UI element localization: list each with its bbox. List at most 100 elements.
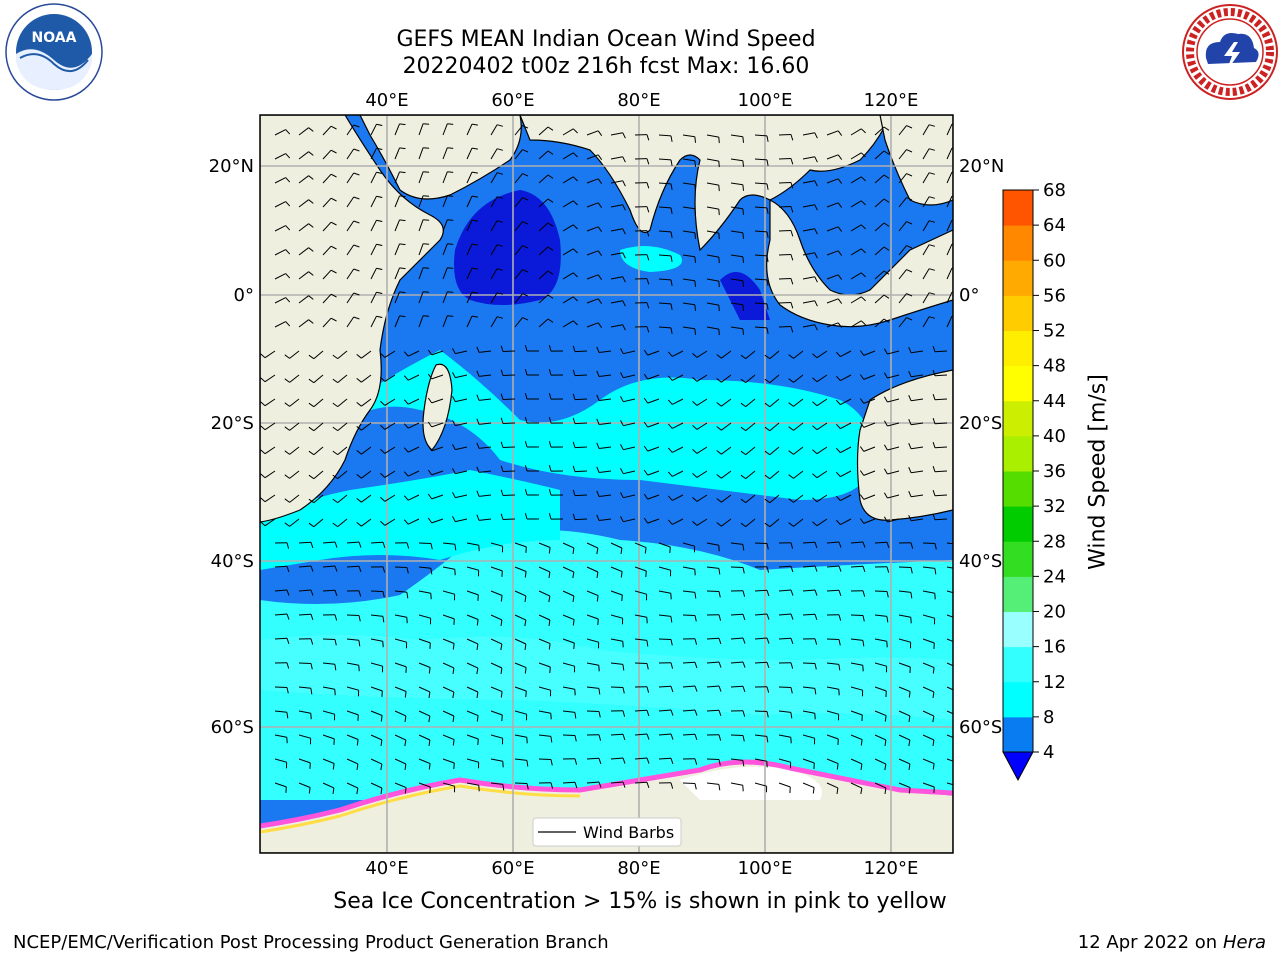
- wind-barb: [816, 350, 828, 359]
- wind-barb: [490, 292, 498, 304]
- wind-barb-flag: [932, 667, 935, 674]
- wind-barb: [850, 638, 863, 641]
- wind-barb: [298, 199, 309, 208]
- wind-barb-flag: [380, 787, 383, 794]
- colorbar-tick-label: 28: [1043, 531, 1066, 552]
- wind-barb: [384, 446, 396, 454]
- colorbar-segment: [1003, 295, 1033, 331]
- wind-barb-flag: [692, 353, 698, 358]
- wind-barb: [898, 662, 911, 668]
- wind-barb-flag: [308, 151, 314, 156]
- colorbar-tick-label: 40: [1043, 426, 1066, 447]
- wind-barb-flag: [740, 450, 746, 456]
- footer-date-text: 12 Apr 2022 on: [1077, 932, 1223, 953]
- wind-barb: [418, 219, 424, 232]
- wind-barb: [322, 125, 332, 136]
- wind-barb-flag: [286, 613, 290, 620]
- wind-barb: [850, 248, 862, 256]
- wind-barb-flag: [886, 542, 890, 549]
- wind-barb-flag: [574, 712, 577, 719]
- wind-barb: [394, 123, 400, 136]
- wind-barb-flag: [547, 246, 554, 251]
- wind-barb: [586, 226, 599, 232]
- wind-barb: [874, 126, 885, 136]
- wind-barb: [934, 446, 948, 449]
- lat-tick-right: 60°S: [959, 717, 1002, 738]
- wind-barb: [264, 494, 276, 503]
- wind-barb-flag: [476, 514, 480, 521]
- wind-barb: [874, 686, 887, 692]
- wind-barb-flag: [740, 354, 746, 360]
- wind-barb: [490, 316, 498, 328]
- wind-barb-flag: [644, 547, 647, 554]
- wind-barb: [298, 223, 309, 232]
- wind-barb-flag: [620, 420, 624, 426]
- wind-barb: [322, 149, 332, 160]
- wind-barb-flag: [622, 228, 626, 235]
- wind-barb: [361, 422, 372, 431]
- wind-barb-flag: [332, 474, 338, 480]
- wind-barb-flag: [620, 444, 624, 450]
- wind-barb-flag: [906, 245, 913, 249]
- wind-barb: [322, 269, 332, 280]
- wind-barb-flag: [522, 197, 529, 201]
- wind-barb: [721, 350, 732, 359]
- wind-barb-flag: [718, 759, 721, 766]
- wind-barb-flag: [356, 474, 362, 479]
- wind-barb: [337, 350, 348, 359]
- wind-barb: [802, 541, 816, 544]
- wind-barb: [264, 518, 276, 527]
- wind-barb: [658, 614, 671, 617]
- wind-barb-flag: [643, 493, 649, 500]
- colorbar-segment: [1003, 225, 1033, 261]
- wind-barb-flag: [932, 489, 936, 496]
- wind-barb-flag: [524, 571, 527, 578]
- wind-barb: [706, 685, 720, 688]
- wind-barb-flag: [284, 498, 290, 503]
- wind-barb-flag: [862, 640, 865, 647]
- wind-barb: [802, 132, 815, 136]
- wind-barb-flag: [522, 293, 529, 297]
- wind-barb-flag: [860, 320, 866, 326]
- wind-barb-flag: [622, 132, 626, 139]
- wind-barb: [778, 734, 791, 738]
- wind-barb: [289, 470, 300, 479]
- wind-barb: [418, 147, 424, 160]
- wind-barb-flag: [620, 516, 624, 522]
- wind-barb-flag: [860, 739, 863, 746]
- wind-barb: [418, 267, 424, 280]
- wind-barb: [490, 196, 498, 208]
- wind-barb-flag: [928, 268, 936, 271]
- wind-barb: [298, 686, 311, 689]
- wind-barb-flag: [934, 543, 937, 550]
- wind-barb: [874, 782, 887, 789]
- wind-barb: [431, 350, 444, 356]
- colorbar-tick-label: 68: [1043, 180, 1066, 201]
- wind-barb-flag: [452, 715, 455, 722]
- wind-barb: [658, 182, 672, 185]
- wind-barb: [346, 662, 359, 666]
- wind-barb-flag: [524, 441, 528, 448]
- wind-barb-flag: [572, 572, 575, 579]
- wind-barb-flag: [548, 345, 552, 352]
- wind-barb: [455, 518, 468, 523]
- wind-barb-flag: [908, 467, 912, 473]
- wind-barb: [898, 221, 907, 232]
- wind-barb: [431, 470, 444, 476]
- wind-barb-flag: [286, 712, 289, 719]
- lat-tick-left: 60°S: [211, 717, 254, 738]
- wind-barb: [418, 710, 431, 717]
- wind-barb-flag: [423, 315, 430, 317]
- wind-barb: [610, 590, 623, 596]
- wind-barb: [816, 398, 828, 407]
- wind-barb-flag: [622, 757, 626, 764]
- wind-barb: [610, 180, 623, 184]
- wind-barb-flag: [790, 687, 793, 694]
- wind-barb: [562, 176, 574, 184]
- wind-barb: [586, 130, 599, 136]
- wind-barb-flag: [310, 688, 313, 695]
- wind-barb: [634, 638, 647, 641]
- wind-barb: [696, 398, 708, 406]
- wind-barb-flag: [740, 426, 746, 432]
- wind-barb: [922, 566, 935, 569]
